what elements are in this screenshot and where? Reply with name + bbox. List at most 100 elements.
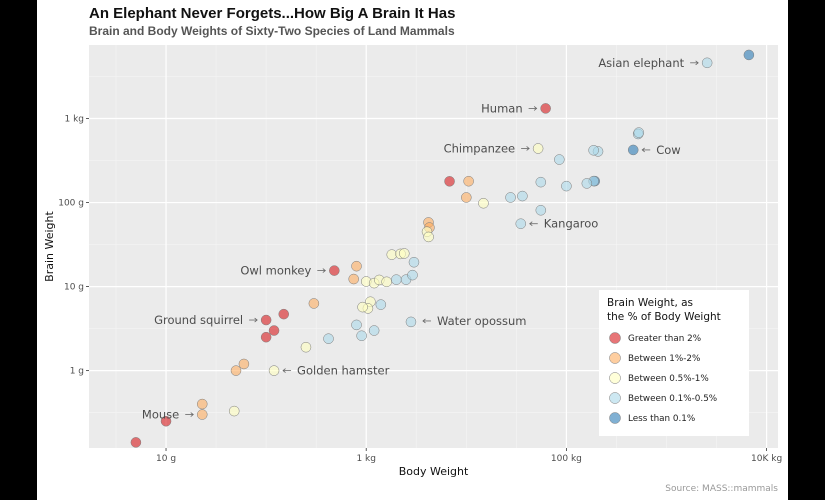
annotation-arrowhead	[282, 368, 286, 373]
data-point	[743, 49, 755, 61]
legend-swatch	[609, 392, 621, 404]
legend-swatch	[609, 412, 621, 424]
y-tick-label: 1 kg	[64, 115, 84, 125]
annotation-arrowhead	[254, 317, 258, 323]
annotation-label: Owl monkey	[240, 264, 311, 278]
data-point	[633, 127, 645, 138]
data-point	[399, 248, 410, 259]
data-point	[196, 409, 208, 420]
legend-box	[599, 290, 749, 436]
data-point	[407, 269, 418, 281]
legend-swatch	[609, 332, 621, 344]
data-point	[408, 256, 420, 268]
data-point	[268, 325, 280, 336]
data-point	[230, 365, 242, 376]
data-point	[351, 319, 362, 331]
data-point	[581, 178, 593, 189]
y-tick-label: 1 g	[70, 367, 84, 377]
data-point	[356, 330, 367, 342]
data-point	[348, 273, 359, 285]
chart-title: An Elephant Never Forgets...How Big A Br…	[89, 5, 455, 22]
data-point	[308, 298, 320, 309]
annotation-label: Ground squirrel	[154, 313, 243, 327]
x-tick-label: 100 kg	[551, 454, 582, 464]
data-point	[368, 325, 380, 336]
data-point	[532, 143, 544, 154]
data-point	[300, 341, 312, 353]
data-point	[505, 192, 516, 203]
annotation-label: Human	[481, 101, 522, 115]
data-point	[517, 190, 528, 202]
data-point	[463, 175, 474, 187]
data-point	[423, 231, 434, 243]
data-point	[627, 144, 639, 156]
annotation-arrowhead	[529, 221, 533, 227]
data-point	[535, 205, 547, 216]
data-point	[357, 301, 368, 313]
data-point	[444, 176, 455, 187]
source-caption: Source: MASS::mammals	[665, 484, 778, 494]
annotation-label: Asian elephant	[598, 56, 684, 70]
chart-subtitle: Brain and Body Weights of Sixty-Two Spec…	[89, 24, 455, 38]
data-point	[391, 274, 402, 285]
annotation-label: Golden hamster	[297, 364, 390, 378]
data-point	[268, 365, 280, 376]
annotation-arrowhead	[695, 60, 699, 66]
annotation-arrowhead	[641, 147, 645, 153]
legend-swatch	[609, 352, 621, 364]
annotation-label: Cow	[656, 143, 680, 157]
legend-entry-label: Less than 0.1%	[628, 414, 695, 424]
data-point	[515, 218, 527, 229]
data-point	[701, 57, 713, 69]
legend-title: Brain Weight, as	[607, 297, 693, 309]
legend-entry-label: Between 1%-2%	[628, 354, 700, 364]
data-point	[535, 176, 547, 188]
data-point	[238, 358, 250, 370]
legend-title: the % of Body Weight	[607, 311, 721, 323]
data-point	[278, 308, 289, 320]
legend-swatch	[609, 372, 621, 384]
axis-ticks: 10 g 1 kg 100 kg 10K kg 1 g 10 g 100 g 1 kg	[58, 115, 782, 464]
data-point	[375, 299, 387, 310]
data-point	[588, 145, 599, 156]
data-point	[381, 276, 392, 288]
x-tick-label: 10 g	[156, 454, 176, 464]
legend-entry-label: Between 0.1%-0.5%	[628, 394, 717, 404]
data-points	[130, 49, 755, 448]
x-tick-label: 10K kg	[751, 454, 782, 464]
data-point	[461, 192, 472, 203]
data-point	[260, 314, 272, 326]
data-point	[160, 415, 172, 427]
annotation-arrowhead	[322, 268, 326, 273]
data-point	[386, 249, 398, 260]
data-point	[351, 260, 362, 272]
y-tick-label: 100 g	[58, 199, 84, 209]
annotation-arrowhead	[533, 106, 538, 111]
data-point	[196, 398, 208, 410]
annotation-label: Water opossum	[437, 314, 527, 328]
legend-entry-label: Between 0.5%-1%	[628, 374, 709, 384]
data-point	[554, 154, 565, 165]
data-point	[130, 437, 142, 448]
annotations: Asian elephant Human Chimpanzee Cow Kangaroo…	[142, 56, 699, 422]
chart-canvas: An Elephant Never Forgets...How Big A Br…	[37, 0, 788, 500]
annotation-label: Kangaroo	[544, 217, 599, 231]
data-point	[561, 180, 572, 192]
x-axis-title: Body Weight	[399, 465, 469, 478]
y-axis-title: Brain Weight	[43, 210, 56, 281]
data-point	[478, 197, 489, 209]
annotation-label: Chimpanzee	[444, 141, 516, 155]
scatter-chart: An Elephant Never Forgets...How Big A Br…	[43, 5, 782, 494]
annotation-arrowhead	[190, 412, 194, 417]
annotation-label: Mouse	[142, 408, 179, 422]
legend-entry-label: Greater than 2%	[628, 334, 701, 344]
x-tick-label: 1 kg	[356, 454, 376, 464]
data-point	[323, 333, 334, 344]
y-tick-label: 10 g	[64, 283, 84, 293]
data-point	[405, 316, 417, 328]
data-point	[540, 103, 551, 114]
data-point	[228, 405, 240, 417]
annotation-arrowhead	[526, 146, 530, 151]
data-point	[260, 331, 272, 343]
legend: Brain Weight, as the % of Body Weight Grea…	[599, 290, 749, 436]
